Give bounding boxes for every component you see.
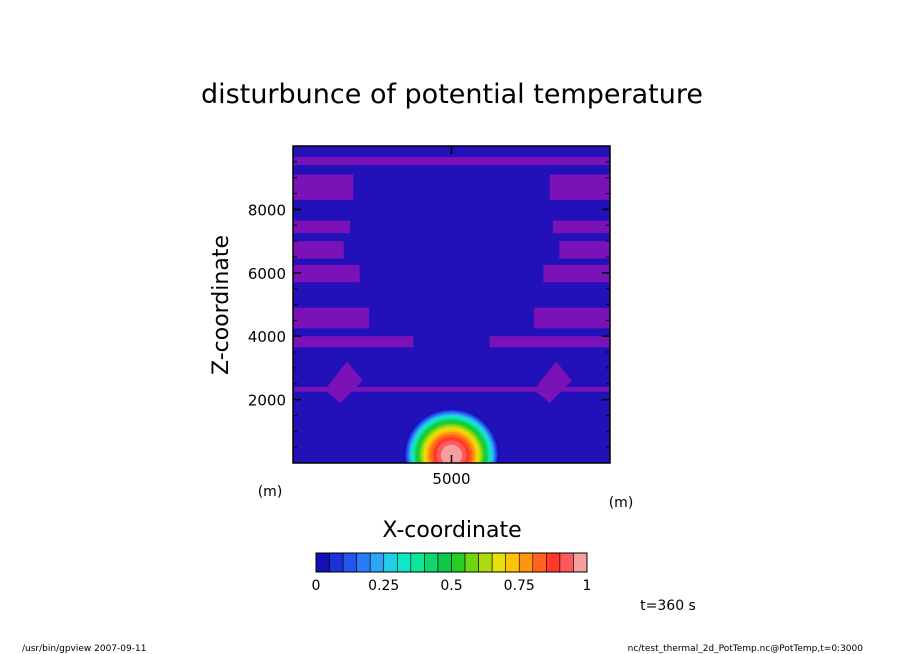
colorbar-swatch — [546, 552, 561, 573]
y-tick-label: 8000 — [248, 201, 286, 219]
colorbar-frame — [315, 552, 588, 573]
contour-band — [293, 157, 610, 166]
colorbar-swatch — [573, 552, 588, 573]
y-tick-label: 2000 — [248, 392, 286, 410]
colorbar-swatch — [424, 552, 439, 573]
contour-band — [489, 336, 610, 348]
colorbar-swatch — [329, 552, 344, 573]
y-axis-unit: (m) — [258, 484, 283, 500]
contour-band — [293, 220, 351, 234]
contour-band — [533, 361, 572, 403]
y-tick-label: 4000 — [248, 328, 286, 346]
colorbar-swatch — [315, 552, 330, 573]
colorbar-swatch — [396, 552, 412, 573]
colorbar-tick-label: 0 — [312, 578, 321, 594]
y-tick-label: 6000 — [248, 265, 286, 283]
colorbar-swatch — [437, 552, 452, 573]
contour-band — [293, 307, 370, 329]
chart-title: disturbunce of potential temperature — [201, 79, 703, 110]
contour-band — [293, 336, 414, 348]
colorbar-swatch — [532, 552, 547, 573]
x-axis-unit: (m) — [609, 495, 634, 511]
contour-band — [552, 220, 610, 234]
colorbar: 0 0.25 0.5 0.75 1 — [312, 552, 592, 594]
colorbar-swatch — [356, 552, 371, 573]
plot-area — [293, 146, 610, 463]
colorbar-swatch — [410, 552, 425, 573]
colorbar-swatch — [464, 552, 479, 573]
footer-left: /usr/bin/gpview 2007-09-11 — [22, 644, 146, 654]
colorbar-swatch — [491, 552, 506, 573]
contour-band — [324, 361, 363, 403]
contour-band — [293, 241, 344, 259]
colorbar-swatch — [518, 552, 534, 573]
contour-band — [293, 174, 354, 200]
plume-contour — [440, 444, 463, 463]
y-axis: 2000 4000 6000 8000 — [248, 161, 610, 448]
colorbar-tick-label: 0.5 — [440, 578, 462, 594]
colorbar-swatch — [478, 552, 493, 573]
thermal-plume — [403, 408, 500, 463]
contour-band — [293, 386, 610, 392]
contour-band — [549, 174, 610, 200]
colorbar-swatch — [451, 552, 466, 573]
field-stripes — [293, 157, 610, 403]
footer-right: nc/test_thermal_2d_PotTemp.nc@PotTemp,t=… — [628, 644, 864, 654]
colorbar-swatch — [505, 552, 520, 573]
x-tick-label: 5000 — [432, 470, 470, 488]
colorbar-swatch — [342, 552, 357, 573]
colorbar-swatch — [383, 552, 398, 573]
y-axis-label: Z-coordinate — [209, 235, 234, 375]
contour-band — [559, 241, 610, 259]
x-axis-label: X-coordinate — [382, 518, 521, 543]
colorbar-tick-label: 0.75 — [504, 578, 535, 594]
contour-band — [533, 307, 610, 329]
x-axis: 5000 — [432, 146, 471, 488]
colorbar-swatch — [369, 552, 385, 573]
colorbar-tick-label: 1 — [583, 578, 592, 594]
contour-band — [293, 264, 360, 283]
colorbar-tick-label: 0.25 — [368, 578, 399, 594]
time-annotation: t=360 s — [640, 598, 696, 614]
contour-band — [543, 264, 610, 283]
colorbar-swatch — [559, 552, 574, 573]
